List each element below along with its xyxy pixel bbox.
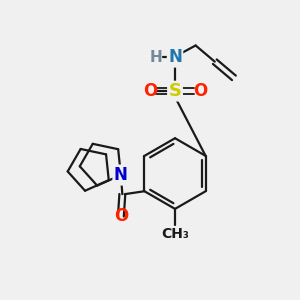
Text: CH₃: CH₃ xyxy=(161,226,189,241)
Text: N: N xyxy=(114,166,128,184)
Text: N: N xyxy=(114,166,128,184)
Text: H: H xyxy=(149,50,162,65)
Text: O: O xyxy=(193,82,207,100)
Text: S: S xyxy=(169,82,182,100)
Text: N: N xyxy=(168,48,182,66)
Text: O: O xyxy=(143,82,157,100)
Text: O: O xyxy=(114,207,128,225)
